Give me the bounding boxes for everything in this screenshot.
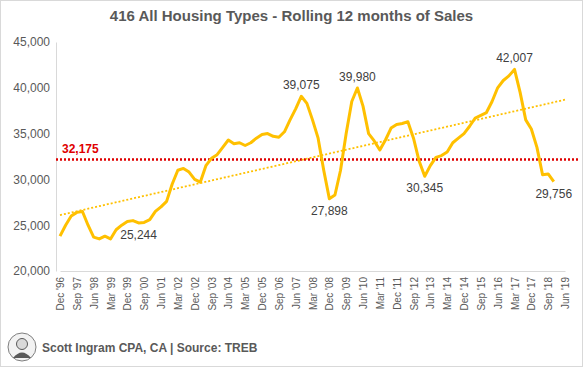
y-tick-label: 20,000	[13, 264, 50, 278]
x-tick: Sep '06	[274, 271, 285, 311]
x-tick: Sep '03	[207, 271, 218, 311]
x-tick: Jun '10	[358, 271, 369, 309]
data-label: 39,075	[283, 78, 320, 92]
title: 416 All Housing Types - Rolling 12 month…	[110, 7, 473, 24]
x-tick: Dec '96	[55, 271, 66, 311]
x-tick-label: Jun '10	[358, 277, 369, 309]
x-tick-label: Dec '08	[324, 277, 335, 311]
data-label: 25,244	[120, 228, 157, 242]
x-tick: Mar '08	[308, 271, 319, 310]
x-tick-label: Dec '17	[526, 277, 537, 311]
x-tick-label: Mar '02	[173, 277, 184, 310]
x-tick: Jun '19	[560, 271, 571, 309]
x-tick-label: Sep '15	[476, 277, 487, 311]
x-tick-label: Sep '18	[543, 277, 554, 311]
chart-border	[1, 1, 583, 367]
plot-area	[56, 69, 578, 239]
icon-body	[13, 353, 31, 359]
x-tick-label: Sep '09	[341, 277, 352, 311]
x-tick-label: Dec '11	[392, 277, 403, 310]
data-label: 27,898	[311, 204, 348, 218]
y-tick-label: 35,000	[13, 127, 50, 141]
x-tick: Dec '14	[459, 271, 470, 311]
data-label: 30,345	[406, 181, 443, 195]
x-tick-label: Jun '16	[493, 277, 504, 309]
y-tick-label: 25,000	[13, 219, 50, 233]
y-tick-label: 30,000	[13, 173, 50, 187]
x-tick: Sep '97	[72, 271, 83, 311]
y-axis-line	[56, 43, 57, 272]
x-tick: Dec '11	[392, 271, 403, 310]
x-tick: Jun '07	[291, 271, 302, 309]
x-tick-label: Sep '03	[207, 277, 218, 311]
y-tick-label: 40,000	[13, 81, 50, 95]
x-tick: Mar '05	[240, 271, 251, 310]
x-tick: Jun '04	[223, 271, 234, 309]
data-label: 39,980	[339, 70, 376, 84]
x-tick: Dec '99	[122, 271, 133, 311]
y-tick: 45,000	[13, 35, 56, 49]
x-tick: Jun '98	[89, 271, 100, 309]
x-tick-label: Mar '05	[240, 277, 251, 310]
x-tick-label: Sep '06	[274, 277, 285, 311]
reference-line	[56, 158, 578, 161]
x-tick: Jun '01	[156, 271, 167, 309]
series-line	[60, 69, 554, 239]
x-tick-label: Dec '99	[122, 277, 133, 311]
x-tick: Sep '09	[341, 271, 352, 311]
x-tick: Mar '11	[375, 271, 386, 309]
footer: Scott Ingram CPA, CA | Source: TREB	[42, 341, 258, 355]
x-tick-label: Mar '08	[308, 277, 319, 310]
y-tick: 35,000	[13, 127, 56, 141]
x-tick-label: Dec '96	[55, 277, 66, 311]
y-tick: 40,000	[13, 81, 56, 95]
x-tick: Sep '00	[139, 271, 150, 311]
x-tick: Jun '16	[493, 271, 504, 309]
x-tick: Mar '02	[173, 271, 184, 310]
x-tick-label: Jun '19	[560, 277, 571, 309]
x-tick: Mar '99	[106, 271, 117, 310]
icon-frame	[8, 333, 36, 361]
data-labels: 25,244 39,075 27,898 39,980 30,345 42,007 29,7…	[120, 51, 572, 242]
x-tick: Dec '17	[526, 271, 537, 311]
x-tick-label: Mar '14	[442, 277, 453, 310]
x-tick: Mar '14	[442, 271, 453, 310]
reference-label: 32,175	[62, 142, 99, 156]
x-axis: Dec '96 Sep '97 Jun '98 Mar '99 Dec '99 Sep '…	[55, 271, 571, 311]
x-tick-label: Sep '00	[139, 277, 150, 311]
y-axis: 20,000 25,000 30,000 35,000 40,000 45,000	[13, 35, 56, 278]
x-tick-label: Dec '05	[257, 277, 268, 311]
x-tick-label: Jun '13	[425, 277, 436, 309]
x-tick: Dec '02	[190, 271, 201, 311]
x-tick: Dec '08	[324, 271, 335, 311]
x-tick: Sep '15	[476, 271, 487, 311]
x-tick-label: Jun '98	[89, 277, 100, 309]
x-tick-label: Jun '07	[291, 277, 302, 309]
x-tick-label: Jun '04	[223, 277, 234, 309]
x-tick-label: Dec '02	[190, 277, 201, 311]
x-tick-label: Mar '99	[106, 277, 117, 310]
x-axis-line	[61, 271, 566, 272]
x-tick: Sep '18	[543, 271, 554, 311]
data-label: 42,007	[496, 51, 533, 65]
x-tick: Dec '05	[257, 271, 268, 311]
x-tick-label: Mar '11	[375, 277, 386, 310]
x-tick-label: Sep '12	[409, 277, 420, 311]
icon-head	[17, 339, 28, 350]
y-tick: 25,000	[13, 219, 56, 233]
x-tick-label: Sep '97	[72, 277, 83, 311]
y-tick: 20,000	[13, 264, 56, 278]
chart-root: 416 All Housing Types - Rolling 12 month…	[0, 0, 583, 367]
x-tick-label: Mar '17	[510, 277, 521, 310]
x-tick-label: Dec '14	[459, 277, 470, 311]
x-tick: Mar '17	[510, 271, 521, 310]
y-tick-label: 45,000	[13, 35, 50, 49]
x-tick: Sep '12	[409, 271, 420, 311]
author-icon	[8, 333, 36, 361]
data-label: 29,756	[535, 187, 572, 201]
x-tick-label: Jun '01	[156, 277, 167, 309]
x-tick: Jun '13	[425, 271, 436, 309]
y-tick: 30,000	[13, 173, 56, 187]
